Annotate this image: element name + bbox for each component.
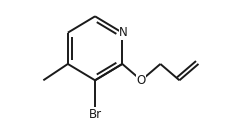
Text: N: N	[119, 26, 128, 39]
Text: O: O	[137, 74, 146, 87]
Text: Br: Br	[88, 108, 102, 121]
